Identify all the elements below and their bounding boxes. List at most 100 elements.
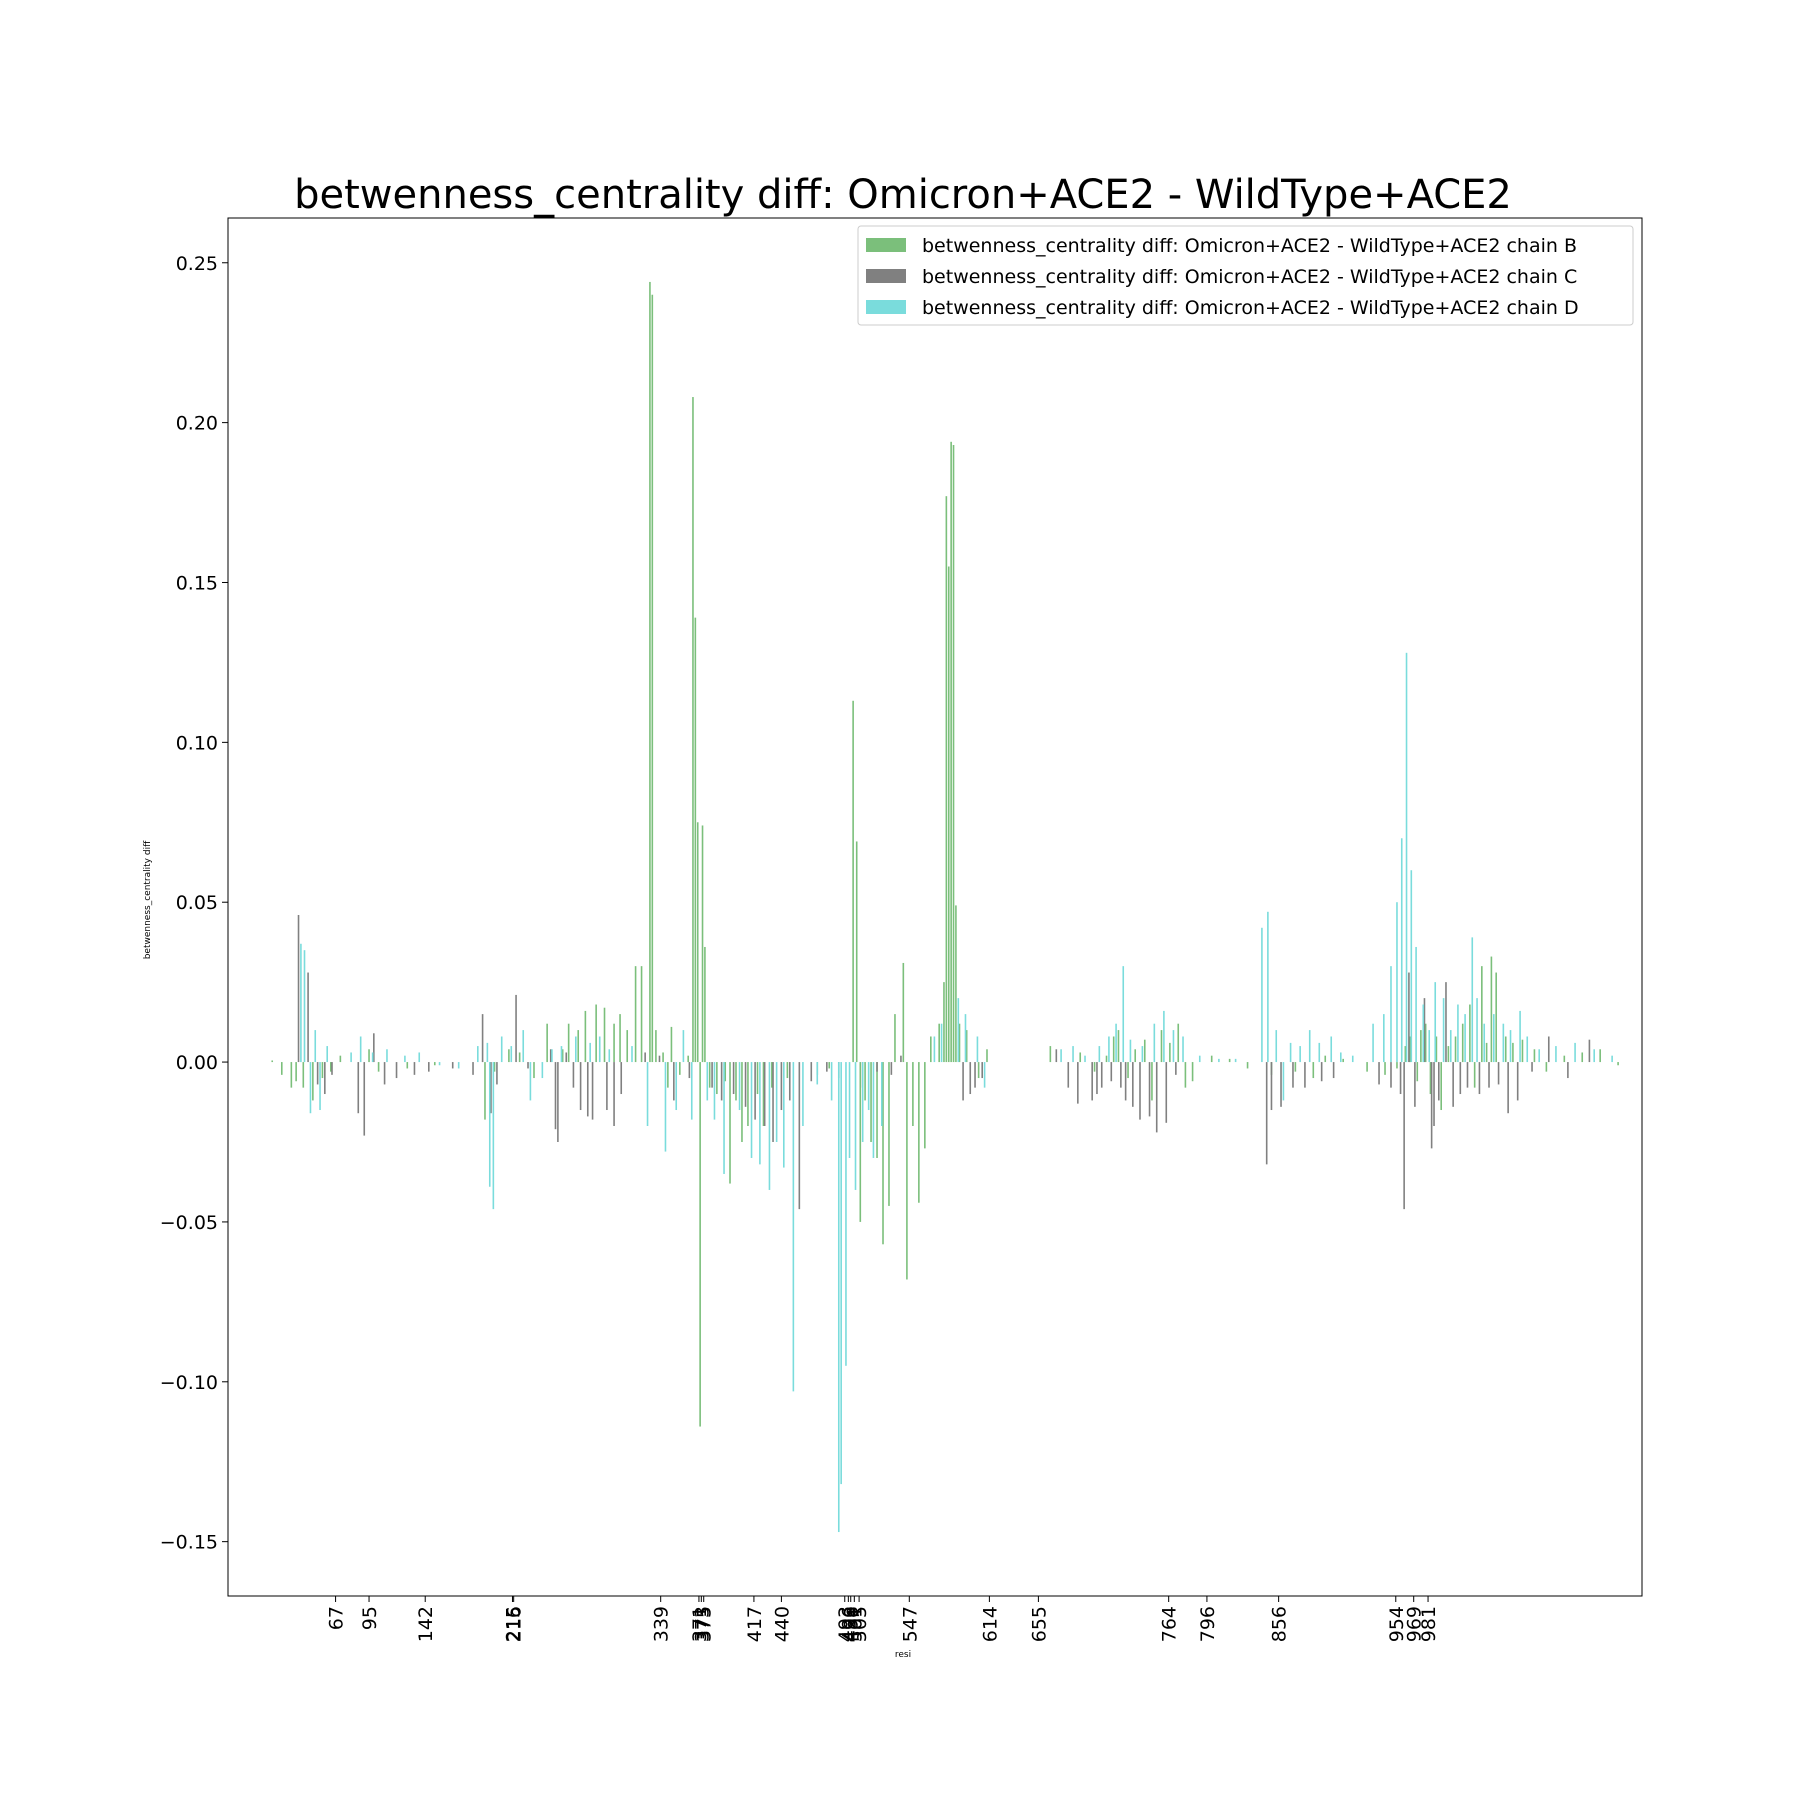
bar [768, 1062, 771, 1190]
bar [867, 1062, 870, 1111]
bar [357, 1062, 360, 1114]
x-tick-label: 981 [1418, 1606, 1440, 1642]
bar [859, 1062, 862, 1222]
x-tick-label: 417 [744, 1606, 766, 1642]
bar [1461, 1023, 1464, 1063]
bar [496, 1062, 498, 1085]
legend-label: betwenness_centrality diff: Omicron+ACE2… [922, 266, 1577, 288]
ticks-layer: −0.15 −0.10 −0.05 0.00 0.05 0.10 0.15 0.20 0.25 6… [160, 253, 1440, 1643]
bar [1483, 1023, 1486, 1063]
bar [786, 1062, 789, 1079]
bar [1420, 1030, 1422, 1063]
bar [626, 1030, 629, 1063]
bar [711, 1062, 713, 1088]
x-tick-label: 501 [844, 1606, 866, 1642]
bar [290, 1062, 293, 1088]
bar [906, 1062, 908, 1280]
legend-label: betwenness_centrality diff: Omicron+ACE2… [922, 235, 1577, 257]
bar [1100, 1062, 1103, 1088]
bar [855, 841, 858, 1063]
bar [1478, 1062, 1481, 1095]
bar [1442, 998, 1445, 1063]
bar [477, 1046, 479, 1063]
bar [1581, 1052, 1584, 1063]
x-tick-label: 655 [1028, 1606, 1050, 1642]
bar [1299, 1046, 1301, 1063]
bar [1275, 1030, 1278, 1063]
bar [1098, 1046, 1101, 1063]
bar [1084, 1055, 1086, 1063]
bar [716, 1062, 718, 1095]
bar [324, 1062, 326, 1095]
bar [457, 1062, 460, 1069]
bar [692, 397, 694, 1063]
bar [890, 1062, 893, 1075]
chart-title: betwenness_centrality diff: Omicron+ACE2… [294, 172, 1512, 218]
bar [368, 1049, 370, 1063]
bar [490, 1062, 492, 1114]
bar [1490, 956, 1493, 1063]
bar [1218, 1058, 1220, 1063]
bar [1132, 1062, 1134, 1107]
bar [1342, 1058, 1344, 1063]
bar [699, 1062, 701, 1427]
bar [428, 1062, 430, 1072]
bar [1495, 972, 1497, 1063]
x-tick-label: 547 [899, 1606, 921, 1642]
bar [533, 1062, 535, 1079]
bar [1476, 998, 1478, 1063]
bar [918, 1062, 920, 1203]
bar [735, 1062, 737, 1101]
series-0 [271, 281, 1619, 1427]
bar [1435, 1036, 1438, 1063]
bar [1110, 1062, 1113, 1082]
bar [969, 1062, 972, 1095]
bar [472, 1062, 474, 1075]
bar [655, 1030, 657, 1063]
bar [383, 1062, 386, 1085]
bar [1466, 1062, 1469, 1088]
bar [1469, 1004, 1471, 1063]
bar [418, 1052, 421, 1063]
legend-swatch [866, 300, 906, 314]
bar [986, 1049, 988, 1063]
bar [309, 1062, 312, 1114]
bar [1434, 982, 1437, 1063]
bar [295, 1062, 297, 1082]
bar [747, 1062, 749, 1126]
bar [620, 1062, 623, 1095]
bar [943, 982, 945, 1063]
bar [438, 1062, 441, 1066]
bar [595, 1004, 597, 1063]
bar [1143, 1039, 1146, 1063]
bar [395, 1062, 398, 1079]
bar [1440, 1062, 1442, 1111]
x-tick-label: 373 [691, 1606, 713, 1642]
y-tick-label: 0.15 [176, 572, 218, 594]
bar [756, 1062, 759, 1095]
bar [371, 1052, 374, 1063]
bar [704, 946, 706, 1063]
bar [331, 1062, 333, 1075]
bar [687, 1055, 689, 1063]
bar [947, 566, 950, 1063]
bar [1383, 1014, 1385, 1063]
bar [634, 966, 637, 1063]
bar [1139, 1062, 1141, 1120]
bar [613, 1062, 615, 1126]
bar [1492, 1014, 1495, 1063]
bar [1324, 1055, 1327, 1063]
bar [690, 1062, 693, 1120]
bar [848, 1062, 851, 1158]
bar [280, 1062, 283, 1075]
bar [976, 1036, 979, 1063]
bar [527, 1062, 529, 1069]
series-2 [300, 652, 1613, 1533]
x-tick-label: 67 [326, 1606, 348, 1630]
bar [1151, 1062, 1153, 1101]
bar [1473, 1062, 1476, 1088]
bar [1422, 1004, 1425, 1063]
plot-frame [227, 217, 1643, 1597]
bar [1519, 1010, 1521, 1063]
bar [271, 1060, 274, 1063]
